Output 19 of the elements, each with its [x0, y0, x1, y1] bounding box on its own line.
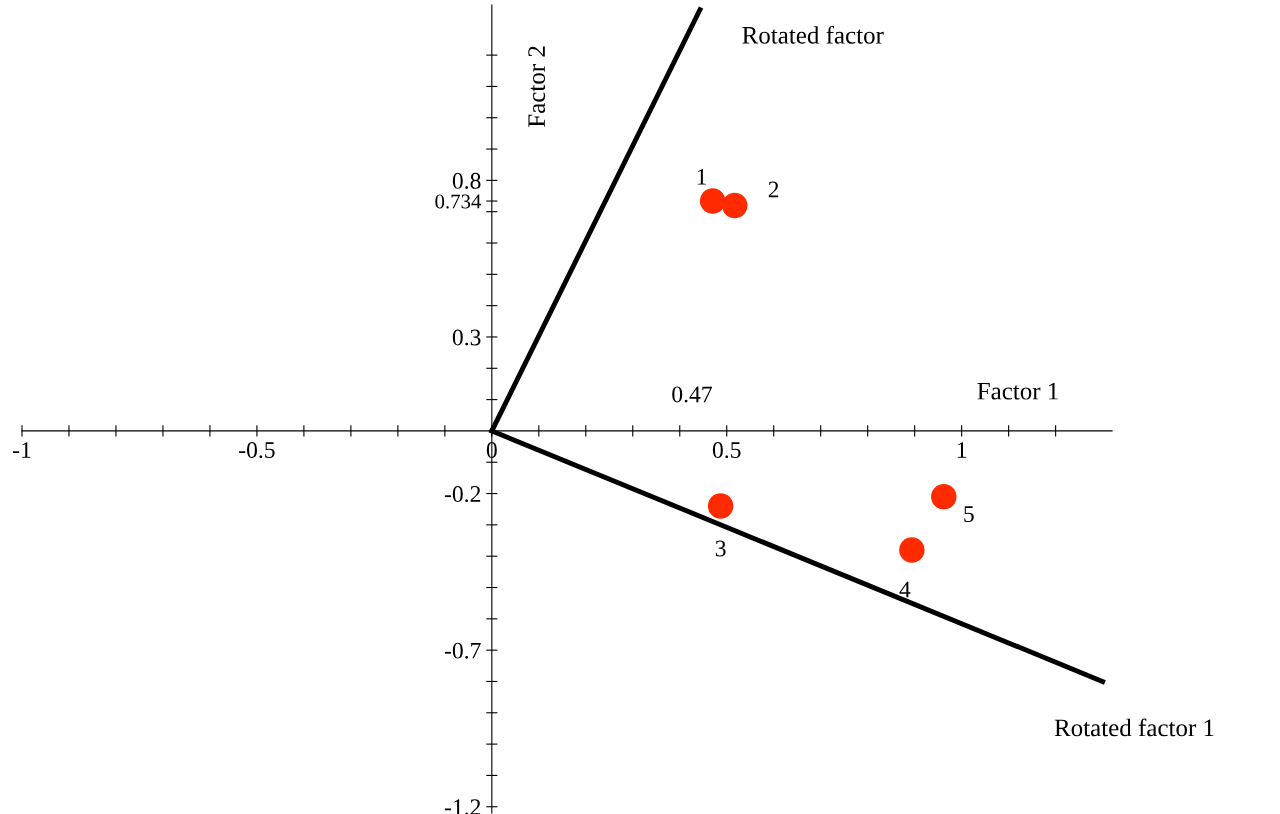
x-tick-label: -1	[13, 442, 31, 458]
annotation: 5	[964, 506, 974, 523]
text: Rotated factor 1	[1054, 718, 1214, 737]
series-label: Rotated factor	[742, 25, 884, 44]
y-tick-label: -0.2	[444, 486, 481, 503]
x-axis-title: Factor 1	[977, 382, 1058, 400]
annotation: 3	[715, 540, 726, 557]
y-tick-label: 0.3	[452, 329, 481, 346]
annotation: 2	[768, 181, 779, 198]
x-tick-label: -0.5	[239, 442, 275, 459]
y-tick-label: 0.734	[435, 194, 482, 209]
annotation: 1	[697, 168, 707, 185]
annotation: 0.47	[672, 386, 712, 403]
annotation: 4	[899, 581, 911, 598]
x-tick-label: 1	[957, 442, 967, 458]
y-tick-label: 0.8	[452, 172, 481, 189]
y-axis-title: Factor 2	[528, 46, 546, 128]
x-tick-label: 0.5	[712, 442, 741, 459]
y-tick-label: -0.7	[444, 642, 481, 659]
